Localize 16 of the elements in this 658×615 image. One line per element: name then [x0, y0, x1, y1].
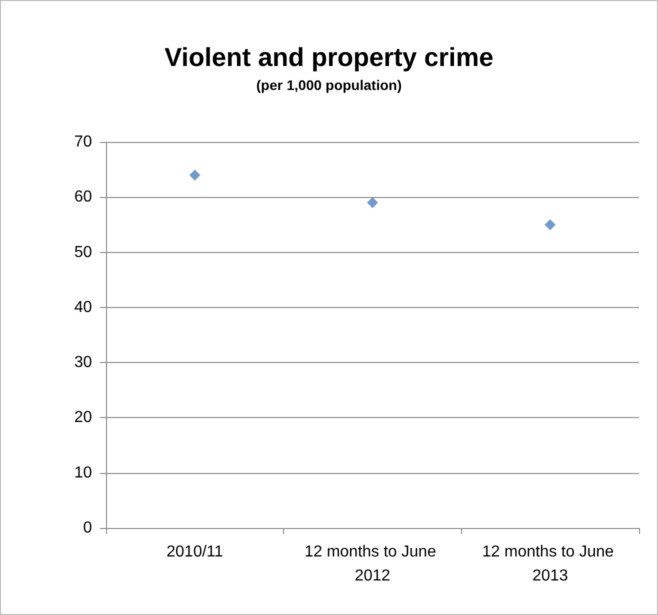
y-tick-label: 30 — [74, 354, 92, 372]
x-tick-label: 12 months to June 2012 — [304, 544, 441, 584]
x-tick-label: 12 months to June 2013 — [482, 544, 618, 584]
chart-subtitle: (per 1,000 population) — [256, 77, 402, 93]
point — [544, 219, 556, 230]
x-tick-label: 2010/11 — [166, 544, 224, 560]
y-tick-label: 50 — [74, 244, 92, 261]
point — [367, 197, 378, 208]
point — [189, 170, 200, 181]
y-tick-label: 20 — [74, 409, 92, 426]
y-tick-label: 40 — [74, 298, 92, 316]
y-tick-label: 60 — [74, 188, 92, 206]
chart-title: Violent and property crime — [164, 42, 494, 72]
y-tick-label: 70 — [74, 134, 92, 150]
y-tick-label: 10 — [74, 464, 92, 482]
y-tick-label: 0 — [83, 520, 92, 536]
